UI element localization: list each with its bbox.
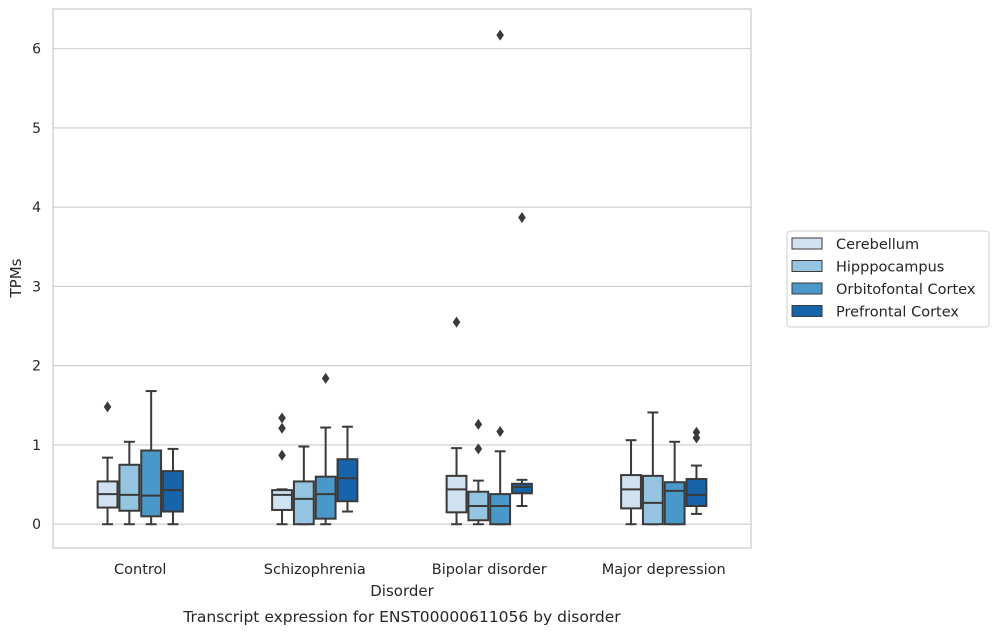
box-3-4 <box>511 211 533 507</box>
y-tick-label: 6 <box>32 42 41 58</box>
outlier-point <box>278 449 286 461</box>
box-4-3 <box>663 440 686 526</box>
box-1-1 <box>96 401 119 526</box>
box-4-2 <box>641 411 664 526</box>
box-iqr <box>489 493 512 526</box>
outlier-point <box>103 401 112 413</box>
box-1-4 <box>162 447 184 526</box>
plot-area <box>53 9 751 548</box>
y-axis-label: TPMs <box>7 258 25 298</box>
legend-swatch <box>791 237 823 250</box>
legend: Cerebellum Hipppocampus Orbitofontal Corte… <box>786 230 990 328</box>
box-iqr <box>292 480 315 526</box>
legend-frame <box>786 230 990 328</box>
outlier-point <box>496 425 504 437</box>
box-iqr <box>445 474 468 514</box>
outlier-point <box>474 443 483 455</box>
box-2-1 <box>271 412 293 526</box>
legend-label: Cerebellum <box>836 237 919 253</box>
box-iqr <box>140 449 163 518</box>
box-iqr <box>511 482 533 495</box>
y-tick-label: 0 <box>32 517 41 533</box>
outlier-point <box>321 372 330 384</box>
box-2-3 <box>314 372 337 526</box>
box-iqr <box>641 474 664 526</box>
x-tick-label: Schizophrenia <box>264 562 366 578</box>
legend-label: Hipppocampus <box>836 260 944 276</box>
box-iqr <box>685 478 708 507</box>
legend-swatch <box>791 282 823 295</box>
y-tick-label: 2 <box>32 359 41 375</box>
legend-swatch <box>791 305 823 317</box>
box-1-2 <box>118 440 141 526</box>
box-2-2 <box>292 445 315 526</box>
x-tick-label: Control <box>114 562 166 578</box>
box-iqr <box>336 458 359 503</box>
plot-frame <box>52 8 752 549</box>
outlier-point <box>496 29 504 41</box>
box-iqr <box>118 463 141 512</box>
box-1-3 <box>140 390 163 526</box>
outlier-point <box>518 211 526 223</box>
box-4-4 <box>685 426 708 515</box>
box-iqr <box>162 470 184 513</box>
box-iqr <box>271 489 293 511</box>
x-tick-label: Major depression <box>602 562 726 578</box>
legend-swatch <box>791 260 823 272</box>
outlier-point <box>474 418 483 430</box>
outlier-point <box>452 316 461 328</box>
x-tick-label: Bipolar disorder <box>432 562 547 578</box>
box-3-1 <box>445 316 468 526</box>
x-axis-label: Disorder <box>370 582 434 600</box>
box-iqr <box>620 474 642 510</box>
chart-title: Transcript expression for ENST0000061105… <box>182 608 621 626</box>
y-tick-label: 3 <box>32 279 41 295</box>
legend-label: Orbitofontal Cortex <box>836 282 976 298</box>
box-iqr <box>663 481 686 526</box>
box-3-2 <box>467 418 490 526</box>
box-3-3 <box>489 29 512 526</box>
outlier-point <box>278 412 286 424</box>
y-tick-label: 5 <box>32 121 41 137</box>
y-tick-labels: 0 1 2 3 4 5 6 <box>32 42 41 534</box>
y-tick-label: 4 <box>32 200 41 216</box>
box-2-4 <box>336 425 359 513</box>
outlier-point <box>278 422 286 434</box>
outlier-point <box>692 426 701 438</box>
x-tick-labels: Control Schizophrenia Bipolar disorder Majo… <box>114 562 726 578</box>
box-4-1 <box>620 439 642 526</box>
box-iqr <box>314 475 337 520</box>
outlier-point <box>692 432 701 444</box>
y-tick-label: 1 <box>32 438 41 454</box>
legend-label: Prefrontal Cortex <box>836 305 959 321</box>
boxes <box>96 29 708 526</box>
